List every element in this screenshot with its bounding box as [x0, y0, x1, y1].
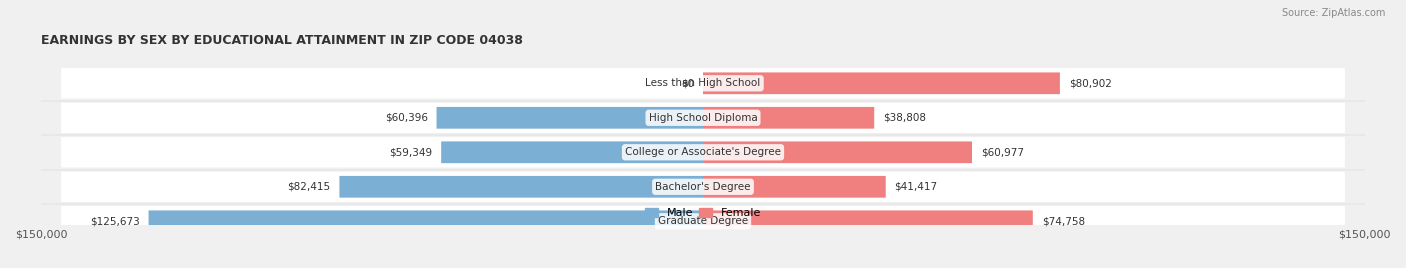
Text: $74,758: $74,758: [1042, 216, 1085, 226]
FancyBboxPatch shape: [703, 107, 875, 129]
Text: EARNINGS BY SEX BY EDUCATIONAL ATTAINMENT IN ZIP CODE 04038: EARNINGS BY SEX BY EDUCATIONAL ATTAINMEN…: [41, 34, 523, 47]
Text: $125,673: $125,673: [90, 216, 139, 226]
Text: $80,902: $80,902: [1069, 78, 1112, 88]
FancyBboxPatch shape: [703, 72, 1060, 94]
Text: $60,396: $60,396: [385, 113, 427, 123]
Text: $60,977: $60,977: [981, 147, 1024, 157]
Text: College or Associate's Degree: College or Associate's Degree: [626, 147, 780, 157]
FancyBboxPatch shape: [339, 176, 703, 198]
Text: $59,349: $59,349: [389, 147, 433, 157]
Text: $82,415: $82,415: [287, 182, 330, 192]
Text: $41,417: $41,417: [894, 182, 938, 192]
Text: High School Diploma: High School Diploma: [648, 113, 758, 123]
FancyBboxPatch shape: [60, 68, 1346, 98]
Text: Bachelor's Degree: Bachelor's Degree: [655, 182, 751, 192]
Text: Less than High School: Less than High School: [645, 78, 761, 88]
FancyBboxPatch shape: [703, 210, 1033, 232]
FancyBboxPatch shape: [60, 206, 1346, 236]
FancyBboxPatch shape: [60, 172, 1346, 202]
Legend: Male, Female: Male, Female: [640, 203, 766, 223]
Text: $38,808: $38,808: [883, 113, 927, 123]
Text: Source: ZipAtlas.com: Source: ZipAtlas.com: [1281, 8, 1385, 18]
FancyBboxPatch shape: [60, 137, 1346, 168]
FancyBboxPatch shape: [60, 103, 1346, 133]
FancyBboxPatch shape: [149, 210, 703, 232]
FancyBboxPatch shape: [703, 176, 886, 198]
Text: Graduate Degree: Graduate Degree: [658, 216, 748, 226]
FancyBboxPatch shape: [436, 107, 703, 129]
Text: $0: $0: [681, 78, 695, 88]
FancyBboxPatch shape: [441, 142, 703, 163]
FancyBboxPatch shape: [703, 142, 972, 163]
